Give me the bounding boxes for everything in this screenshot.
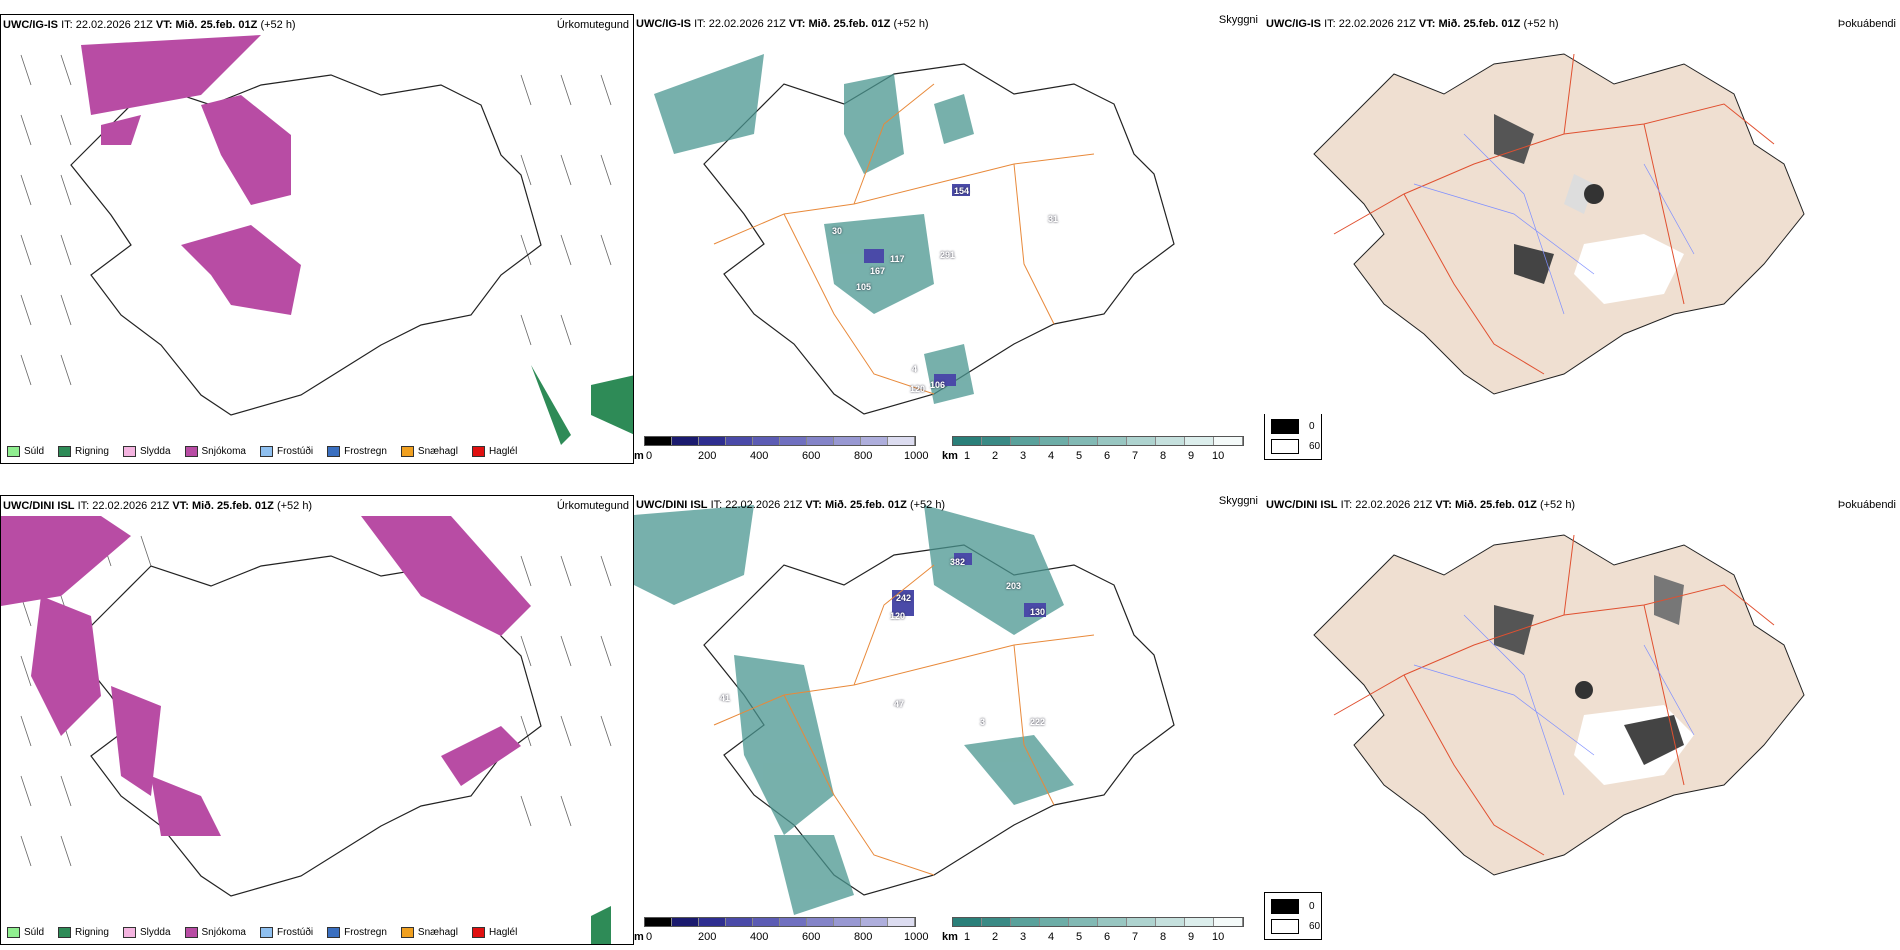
- ceiling-label: 105: [856, 282, 872, 292]
- tick: 200: [698, 450, 717, 462]
- ceiling-visibility-panel-top: 154 117 167 105 291 106 120 4 31 30 UWC/…: [634, 14, 1264, 464]
- ceiling-label: 30: [832, 226, 843, 236]
- precip-map-top: [20, 35, 633, 445]
- precip-panel-top: UWC/IG-IS IT: 22.02.2026 21Z VT: Mið. 25…: [0, 14, 634, 464]
- tick: 1000: [904, 450, 929, 462]
- precip-type-title: Úrkomutegund: [556, 500, 629, 512]
- ceiling-label: 154: [954, 186, 970, 196]
- fog-map-top: [1313, 53, 1805, 395]
- ceiling-unit: m: [634, 450, 644, 462]
- panel-title: UWC/DINI ISL IT: 22.02.2026 21Z VT: Mið.…: [3, 500, 313, 512]
- panel-title: UWC/IG-IS IT: 22.02.2026 21Z VT: Mið. 25…: [636, 18, 929, 30]
- visibility-title: Skyggni: [1218, 495, 1258, 507]
- panel-title: UWC/DINI ISL IT: 22.02.2026 21Z VT: Mið.…: [636, 499, 946, 511]
- ceiling-label: 242: [896, 593, 912, 603]
- panel-title: UWC/IG-IS IT: 22.02.2026 21Z VT: Mið. 25…: [1266, 18, 1559, 30]
- ceiling-label: 130: [1030, 607, 1046, 617]
- precip-map-bottom: [1, 516, 612, 944]
- ceiling-label: 167: [870, 266, 886, 276]
- legend-item: Slydda: [122, 446, 171, 457]
- fog-panel-top: UWC/IG-IS IT: 22.02.2026 21Z VT: Mið. 25…: [1264, 14, 1900, 414]
- ceiling-label: 203: [1006, 581, 1022, 591]
- legend-item: Rigning: [58, 446, 109, 457]
- iceland-outline: [70, 74, 542, 416]
- ceiling-label: 120: [890, 611, 906, 621]
- ceiling-label: 31: [1048, 214, 1059, 224]
- ceiling-label: 120: [910, 384, 926, 394]
- ceiling-colorbar: m 0 200 400 600 800 1000: [634, 436, 944, 464]
- visibility-colorbar: km 1 2 3 4 5 6 7 8 9 10: [942, 917, 1244, 945]
- fog-legend-top: 0 60: [1264, 412, 1322, 460]
- visibility-unit: km: [942, 450, 958, 462]
- ceiling-label: 117: [890, 254, 905, 264]
- precip-type-legend: Súld Rigning Slydda Snjókoma Frostúði Fr…: [7, 446, 517, 457]
- panel-title: UWC/DINI ISL IT: 22.02.2026 21Z VT: Mið.…: [1266, 499, 1576, 511]
- fog-title: Þokuábendi: [1837, 18, 1896, 30]
- ceiling-label: 41: [720, 693, 731, 703]
- ceiling-label: 4: [912, 364, 918, 374]
- precip-type-legend: Súld Rigning Slydda Snjókoma Frostúði Fr…: [7, 927, 517, 938]
- tick: 600: [802, 450, 821, 462]
- legend-item: Frostúði: [259, 446, 313, 457]
- ceiling-map-bottom: [634, 505, 1175, 915]
- ceiling-map-top: [654, 54, 1175, 415]
- ceiling-label: 382: [950, 557, 966, 567]
- ceiling-label: 47: [894, 699, 905, 709]
- legend-item: Súld: [7, 446, 44, 457]
- precip-panel-bottom: UWC/DINI ISL IT: 22.02.2026 21Z VT: Mið.…: [0, 495, 634, 945]
- visibility-colorbar: km 1 2 3 4 5 6 7 8 9 10: [942, 436, 1244, 464]
- precip-type-title: Úrkomutegund: [556, 19, 629, 31]
- legend-item: Frostregn: [327, 446, 387, 457]
- fog-panel-bottom: UWC/DINI ISL IT: 22.02.2026 21Z VT: Mið.…: [1264, 495, 1900, 890]
- ceiling-visibility-panel-bottom: 382 203 130 242 120 47 222 41 3 UWC/DINI…: [634, 495, 1264, 945]
- tick: 800: [854, 450, 873, 462]
- fog-title: Þokuábendi: [1837, 499, 1896, 511]
- fog-legend-bottom: 0 60: [1264, 892, 1322, 940]
- ceiling-label: 222: [1030, 717, 1046, 727]
- ceiling-label: 3: [980, 717, 986, 727]
- ceiling-label: 291: [940, 250, 956, 260]
- tick: 400: [750, 450, 769, 462]
- legend-item: Snjókoma: [184, 446, 246, 457]
- ceiling-colorbar: m 0 200 400 600 800 1000: [634, 917, 944, 945]
- fog-map-bottom: [1313, 534, 1805, 876]
- legend-item: Snæhagl: [400, 446, 458, 457]
- ceiling-label: 106: [930, 380, 946, 390]
- tick: 0: [646, 450, 653, 462]
- panel-title: UWC/IG-IS IT: 22.02.2026 21Z VT: Mið. 25…: [3, 19, 296, 31]
- legend-item: Haglél: [471, 446, 517, 457]
- snow-areas: [81, 35, 301, 315]
- visibility-title: Skyggni: [1218, 14, 1258, 26]
